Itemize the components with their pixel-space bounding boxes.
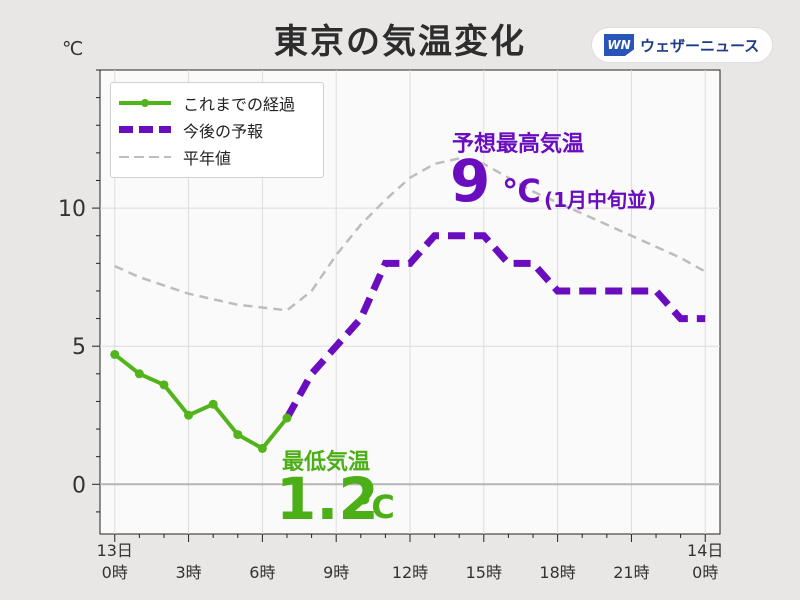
x-tick-label: 12時 xyxy=(392,563,428,582)
brand-badge: WN ウェザーニュース xyxy=(592,28,772,62)
x-tick-label: 0時 xyxy=(102,563,128,582)
forecast-max-title: 予想最高気温 xyxy=(452,132,585,157)
brand-name: ウェザーニュース xyxy=(640,36,760,55)
x-tick-label: 3時 xyxy=(175,563,201,582)
series-forecast-line xyxy=(283,232,706,420)
observed-point xyxy=(184,410,194,420)
legend-label-observed: これまでの経過 xyxy=(183,95,296,114)
chart-title: 東京の気温変化 xyxy=(274,22,526,62)
chart-legend: これまでの経過 今後の予報 平年値 xyxy=(110,82,324,178)
x-tick-label: 14日 xyxy=(687,541,723,560)
observed-point xyxy=(159,380,169,390)
legend-swatch-normal xyxy=(119,145,171,169)
min-temp-unit: ℃ xyxy=(356,488,395,526)
forecast-max-value: 9 xyxy=(450,147,491,215)
forecast-max-note: (1月中旬並) xyxy=(544,188,657,212)
min-temp-title: 最低気温 xyxy=(282,450,371,475)
legend-swatch-observed xyxy=(119,91,171,115)
legend-swatch-forecast xyxy=(119,118,171,142)
x-tick-label: 9時 xyxy=(323,563,349,582)
y-tick-label: 5 xyxy=(72,335,86,360)
legend-item-forecast: 今後の予報 xyxy=(111,118,263,142)
x-tick-label: 15時 xyxy=(466,563,502,582)
y-axis-unit-label: ℃ xyxy=(62,38,84,60)
series-normal-line xyxy=(114,157,706,312)
legend-label-forecast: 今後の予報 xyxy=(183,122,264,141)
x-tick-label: 0時 xyxy=(692,563,718,582)
x-tick-label: 6時 xyxy=(249,563,275,582)
observed-point xyxy=(134,369,144,379)
y-tick-label: 10 xyxy=(58,197,86,222)
observed-point xyxy=(282,413,292,423)
y-tick-label: 0 xyxy=(72,473,86,498)
observed-point xyxy=(110,349,120,359)
legend-item-normal: 平年値 xyxy=(111,145,231,169)
legend-item-observed: これまでの経過 xyxy=(111,91,295,115)
x-tick-label: 18時 xyxy=(539,563,575,582)
x-tick-label: 21時 xyxy=(613,563,649,582)
min-temp-value: 1.2 xyxy=(276,465,379,533)
observed-point xyxy=(233,430,243,440)
observed-point xyxy=(208,399,218,409)
forecast-max-unit: ℃ xyxy=(502,172,541,210)
legend-label-normal: 平年値 xyxy=(183,149,232,168)
x-tick-label: 13日 xyxy=(97,541,133,560)
observed-point xyxy=(257,443,267,453)
weathernews-logo-icon: WN xyxy=(604,34,634,56)
